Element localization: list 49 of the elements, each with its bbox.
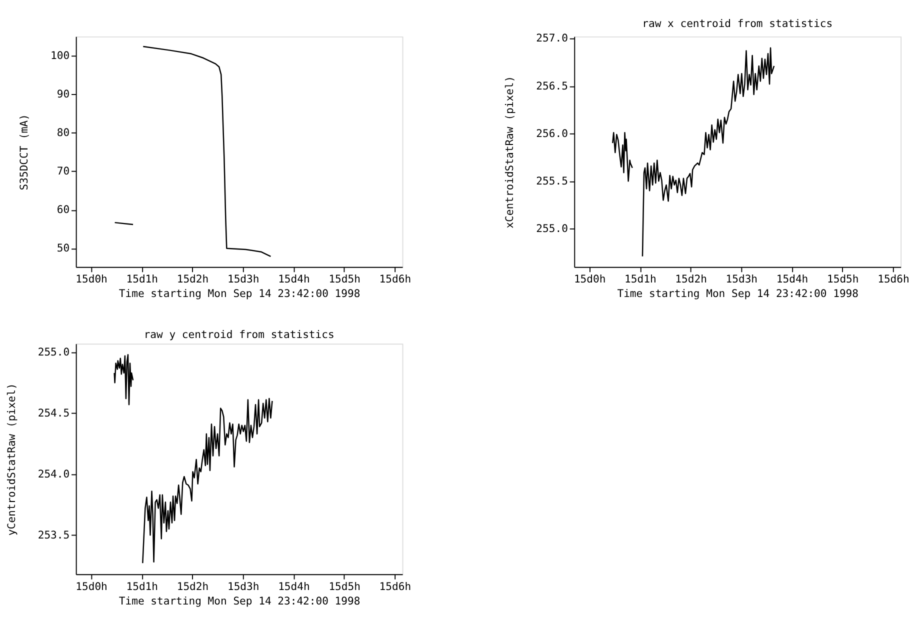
x-tick-label: 15d5h	[827, 274, 859, 286]
y-tick-label: 80	[56, 127, 70, 140]
x-tick-label: 15d4h	[278, 274, 310, 286]
x-tick-label: 15d1h	[126, 274, 158, 286]
x-tick-label: 15d1h	[624, 274, 656, 286]
y-tick-label: 255.0	[536, 223, 568, 236]
x-tick-label: 15d0h	[76, 580, 108, 593]
x-tick-label: 15d2h	[176, 274, 209, 286]
x-tick-label: 15d5h	[328, 274, 360, 286]
x-tick-label: 15d1h	[126, 580, 158, 593]
x-axis-title: Time starting Mon Sep 14 23:42:00 1998	[617, 288, 859, 300]
x-tick-label: 15d2h	[176, 580, 209, 593]
y-tick-label: 100	[50, 50, 70, 62]
y-axis-title: S35DCCT (mA)	[18, 114, 30, 190]
chart-title: raw y centroid from statistics	[144, 328, 334, 341]
x-tick-label: 15d4h	[278, 580, 310, 593]
line-series	[642, 47, 775, 258]
line-series	[612, 132, 633, 182]
x-tick-label: 15d3h	[726, 274, 758, 286]
x-tick-label: 15d3h	[227, 274, 260, 286]
y-tick-label: 60	[56, 204, 70, 216]
x-axis-title: Time starting Mon Sep 14 23:42:00 1998	[118, 595, 360, 608]
y-axis-title: xCentroidStatRaw (pixel)	[504, 76, 516, 228]
y-tick-label: 255.0	[38, 346, 70, 359]
chart-title: raw x centroid from statistics	[642, 18, 833, 30]
y-tick-label: 256.0	[536, 128, 568, 140]
y-tick-label: 253.5	[38, 529, 70, 542]
x-tick-label: 15d2h	[675, 274, 707, 286]
x-tick-label: 15d4h	[776, 274, 808, 286]
x-axis-title: Time starting Mon Sep 14 23:42:00 1998	[118, 288, 360, 300]
x-tick-label: 15d6h	[379, 274, 412, 286]
y-tick-label: 255.5	[536, 176, 568, 188]
y-tick-label: 70	[56, 166, 70, 178]
x-tick-label: 15d6h	[379, 580, 412, 593]
y-tick-label: 90	[56, 88, 70, 101]
y-tick-label: 254.5	[38, 408, 70, 420]
y-tick-label: 254.0	[38, 468, 70, 480]
x-tick-label: 15d0h	[574, 274, 606, 286]
y-tick-label: 256.5	[536, 80, 568, 92]
x-tick-label: 15d5h	[328, 580, 360, 593]
y-axis-title: yCentroidStatRaw (pixel)	[6, 383, 18, 536]
x-tick-label: 15d6h	[878, 274, 910, 286]
x-tick-label: 15d0h	[76, 274, 108, 286]
y-tick-label: 257.0	[536, 32, 568, 45]
x-tick-label: 15d3h	[227, 580, 260, 593]
line-series	[142, 46, 272, 258]
y-tick-label: 50	[56, 242, 70, 255]
line-series	[142, 398, 273, 564]
line-series	[114, 354, 134, 406]
